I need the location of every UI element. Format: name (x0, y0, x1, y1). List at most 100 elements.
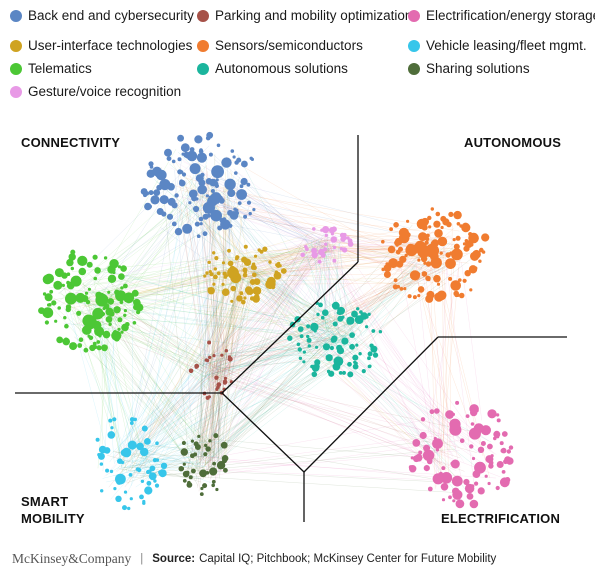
network-edge (213, 158, 321, 255)
network-node (450, 459, 460, 469)
network-edge (204, 366, 341, 472)
network-edge (215, 329, 348, 378)
network-node (453, 210, 462, 220)
network-edge (200, 360, 204, 461)
network-node (452, 487, 460, 495)
network-edge (189, 203, 242, 271)
network-node (199, 492, 204, 496)
network-node (474, 481, 479, 486)
network-nodes (38, 131, 514, 511)
divider-line (303, 336, 439, 473)
network-edge (252, 246, 312, 268)
region-dividers (15, 135, 567, 522)
network-node (299, 334, 304, 339)
network-edge (205, 420, 421, 460)
network-node (487, 443, 493, 450)
network-edge (81, 272, 223, 294)
network-edge (303, 250, 345, 348)
network-node (341, 337, 349, 345)
network-edge (217, 200, 365, 357)
network-node (435, 448, 440, 452)
network-node (108, 310, 115, 317)
network-edge (339, 243, 348, 319)
network-node (188, 368, 194, 374)
legend-swatch (10, 9, 22, 22)
network-node (223, 467, 228, 473)
network-node (209, 272, 214, 277)
network-node (367, 312, 371, 316)
network-node (56, 336, 64, 344)
network-node (296, 342, 301, 347)
legend-item-sensors: Sensors/semiconductors (197, 38, 363, 53)
network-edge (227, 258, 352, 327)
network-node (147, 469, 152, 474)
network-node (131, 289, 139, 297)
network-node (252, 208, 256, 212)
network-node (404, 253, 408, 258)
network-node (76, 310, 82, 316)
network-node (148, 190, 154, 196)
network-edge (211, 470, 462, 484)
network-node (212, 354, 216, 358)
network-node (341, 247, 348, 253)
network-edge (63, 322, 330, 356)
network-node (92, 307, 104, 320)
network-node (407, 294, 412, 299)
network-edge (326, 329, 453, 455)
legend-label: User-interface technologies (28, 38, 193, 53)
network-node (431, 251, 435, 256)
network-edge (184, 194, 428, 267)
network-edge (190, 455, 442, 478)
network-node (202, 483, 208, 489)
network-node (166, 213, 174, 220)
network-node (166, 156, 172, 162)
network-edge (314, 244, 347, 330)
network-node (478, 259, 482, 263)
network-edge (89, 255, 221, 298)
network-node (445, 252, 451, 258)
network-node (241, 160, 248, 168)
network-edge (129, 439, 205, 454)
network-edge (198, 320, 332, 367)
network-edge (234, 239, 326, 274)
network-node (487, 481, 491, 486)
network-node (365, 315, 369, 319)
network-node (97, 453, 101, 457)
network-node (349, 332, 355, 338)
network-node (472, 470, 481, 478)
network-edge (334, 241, 450, 345)
network-edge (85, 314, 202, 366)
network-node (66, 280, 70, 285)
network-edge (99, 262, 230, 316)
network-node (125, 322, 130, 327)
network-node (425, 275, 431, 281)
network-node (312, 227, 316, 231)
legend-label: Telematics (28, 61, 92, 76)
network-edge (208, 235, 328, 483)
network-edge (189, 179, 353, 355)
network-node (103, 256, 108, 260)
network-node (65, 304, 72, 310)
network-node (123, 283, 128, 289)
network-edge (160, 167, 190, 464)
network-edge (198, 349, 354, 460)
network-edge (101, 248, 232, 291)
network-node (448, 211, 454, 217)
network-edge (196, 253, 301, 470)
network-node (271, 284, 276, 290)
network-edge (104, 315, 209, 454)
network-node (54, 268, 64, 278)
network-node (70, 275, 82, 287)
network-node (496, 418, 501, 423)
network-edge (418, 282, 451, 421)
network-node (214, 375, 219, 380)
network-edge (204, 338, 342, 462)
network-edge (146, 379, 209, 426)
network-node (445, 258, 456, 269)
network-edge (128, 199, 192, 286)
network-node (243, 296, 247, 300)
network-node (332, 245, 337, 250)
network-edge (306, 253, 333, 349)
network-node (434, 229, 443, 238)
network-edge (325, 239, 457, 449)
